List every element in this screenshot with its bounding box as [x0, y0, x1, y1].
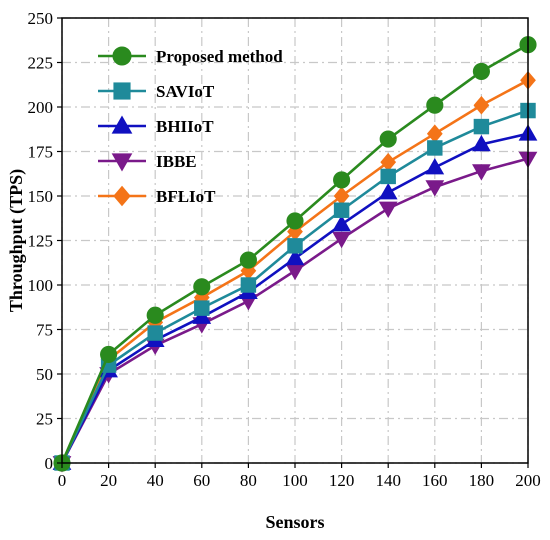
legend-marker — [111, 115, 133, 134]
data-point — [332, 231, 351, 249]
data-point — [193, 278, 211, 296]
legend-item: BHIIoT — [98, 115, 214, 136]
legend-label: BHIIoT — [156, 117, 214, 136]
legend-label: IBBE — [156, 152, 197, 171]
data-point — [427, 140, 443, 156]
series-proposed-method — [53, 36, 537, 472]
data-point — [425, 158, 445, 175]
x-tick-label: 80 — [240, 471, 257, 490]
x-tick-label: 120 — [329, 471, 355, 490]
data-point — [285, 248, 305, 266]
data-point — [332, 214, 351, 232]
data-point — [285, 263, 305, 281]
x-tick-label: 0 — [58, 471, 67, 490]
data-point — [146, 306, 164, 324]
data-point — [287, 238, 303, 254]
legend-marker — [111, 153, 133, 172]
x-tick-label: 200 — [515, 471, 541, 490]
data-point — [472, 134, 491, 152]
x-tick-label: 160 — [422, 471, 448, 490]
ticks-layer: 0 20 40 60 80 100 120 140 160 180 200 0 25 50 75 100 125… — [28, 9, 541, 490]
y-tick-label: 75 — [36, 321, 53, 340]
y-axis-title: Throughput (TPS) — [6, 169, 27, 312]
data-point — [147, 325, 163, 341]
data-point — [380, 152, 397, 172]
data-point — [426, 124, 443, 143]
data-point — [425, 180, 445, 197]
y-tick-label: 225 — [28, 54, 54, 73]
y-tick-label: 50 — [36, 365, 53, 384]
data-point — [333, 171, 351, 189]
y-tick-label: 25 — [36, 410, 53, 429]
y-tick-label: 200 — [28, 98, 54, 117]
legend-label: BFLIoT — [156, 187, 216, 206]
x-tick-label: 180 — [469, 471, 495, 490]
legend-label: Proposed method — [156, 47, 283, 66]
data-point — [192, 307, 212, 324]
legend-item: IBBE — [98, 152, 197, 172]
y-tick-label: 175 — [28, 143, 54, 162]
y-tick-label: 125 — [28, 232, 54, 251]
y-tick-label: 100 — [28, 276, 54, 295]
x-axis-title: Sensors — [265, 512, 324, 532]
data-point — [378, 201, 398, 218]
data-point — [333, 202, 350, 218]
data-point — [333, 186, 350, 206]
legend-item: BFLIoT — [98, 185, 216, 207]
legend: Proposed method SAVIoT BHIIoT IBBE BFLIoT — [98, 46, 283, 207]
data-point — [100, 345, 118, 363]
data-point — [380, 168, 396, 185]
y-tick-label: 150 — [28, 187, 54, 206]
x-tick-label: 20 — [100, 471, 117, 490]
y-tick-label: 0 — [45, 454, 54, 473]
series-layer — [52, 36, 538, 473]
y-tick-label: 250 — [28, 9, 54, 28]
legend-marker — [113, 185, 131, 207]
data-point — [473, 95, 490, 115]
data-point — [194, 300, 210, 316]
data-point — [239, 251, 257, 269]
data-point — [286, 212, 304, 230]
legend-marker — [112, 46, 132, 66]
data-point — [379, 130, 397, 148]
data-point — [426, 96, 444, 114]
legend-item: SAVIoT — [98, 82, 215, 101]
legend-item: Proposed method — [98, 46, 283, 66]
data-point — [473, 118, 490, 135]
x-tick-label: 60 — [193, 471, 210, 490]
x-tick-label: 140 — [375, 471, 401, 490]
data-point — [472, 62, 490, 80]
x-tick-label: 100 — [282, 471, 308, 490]
data-point — [472, 164, 491, 181]
legend-marker — [113, 82, 131, 100]
data-point — [240, 277, 257, 293]
legend-label: SAVIoT — [156, 82, 215, 101]
x-tick-label: 40 — [147, 471, 164, 490]
data-point — [378, 182, 398, 200]
